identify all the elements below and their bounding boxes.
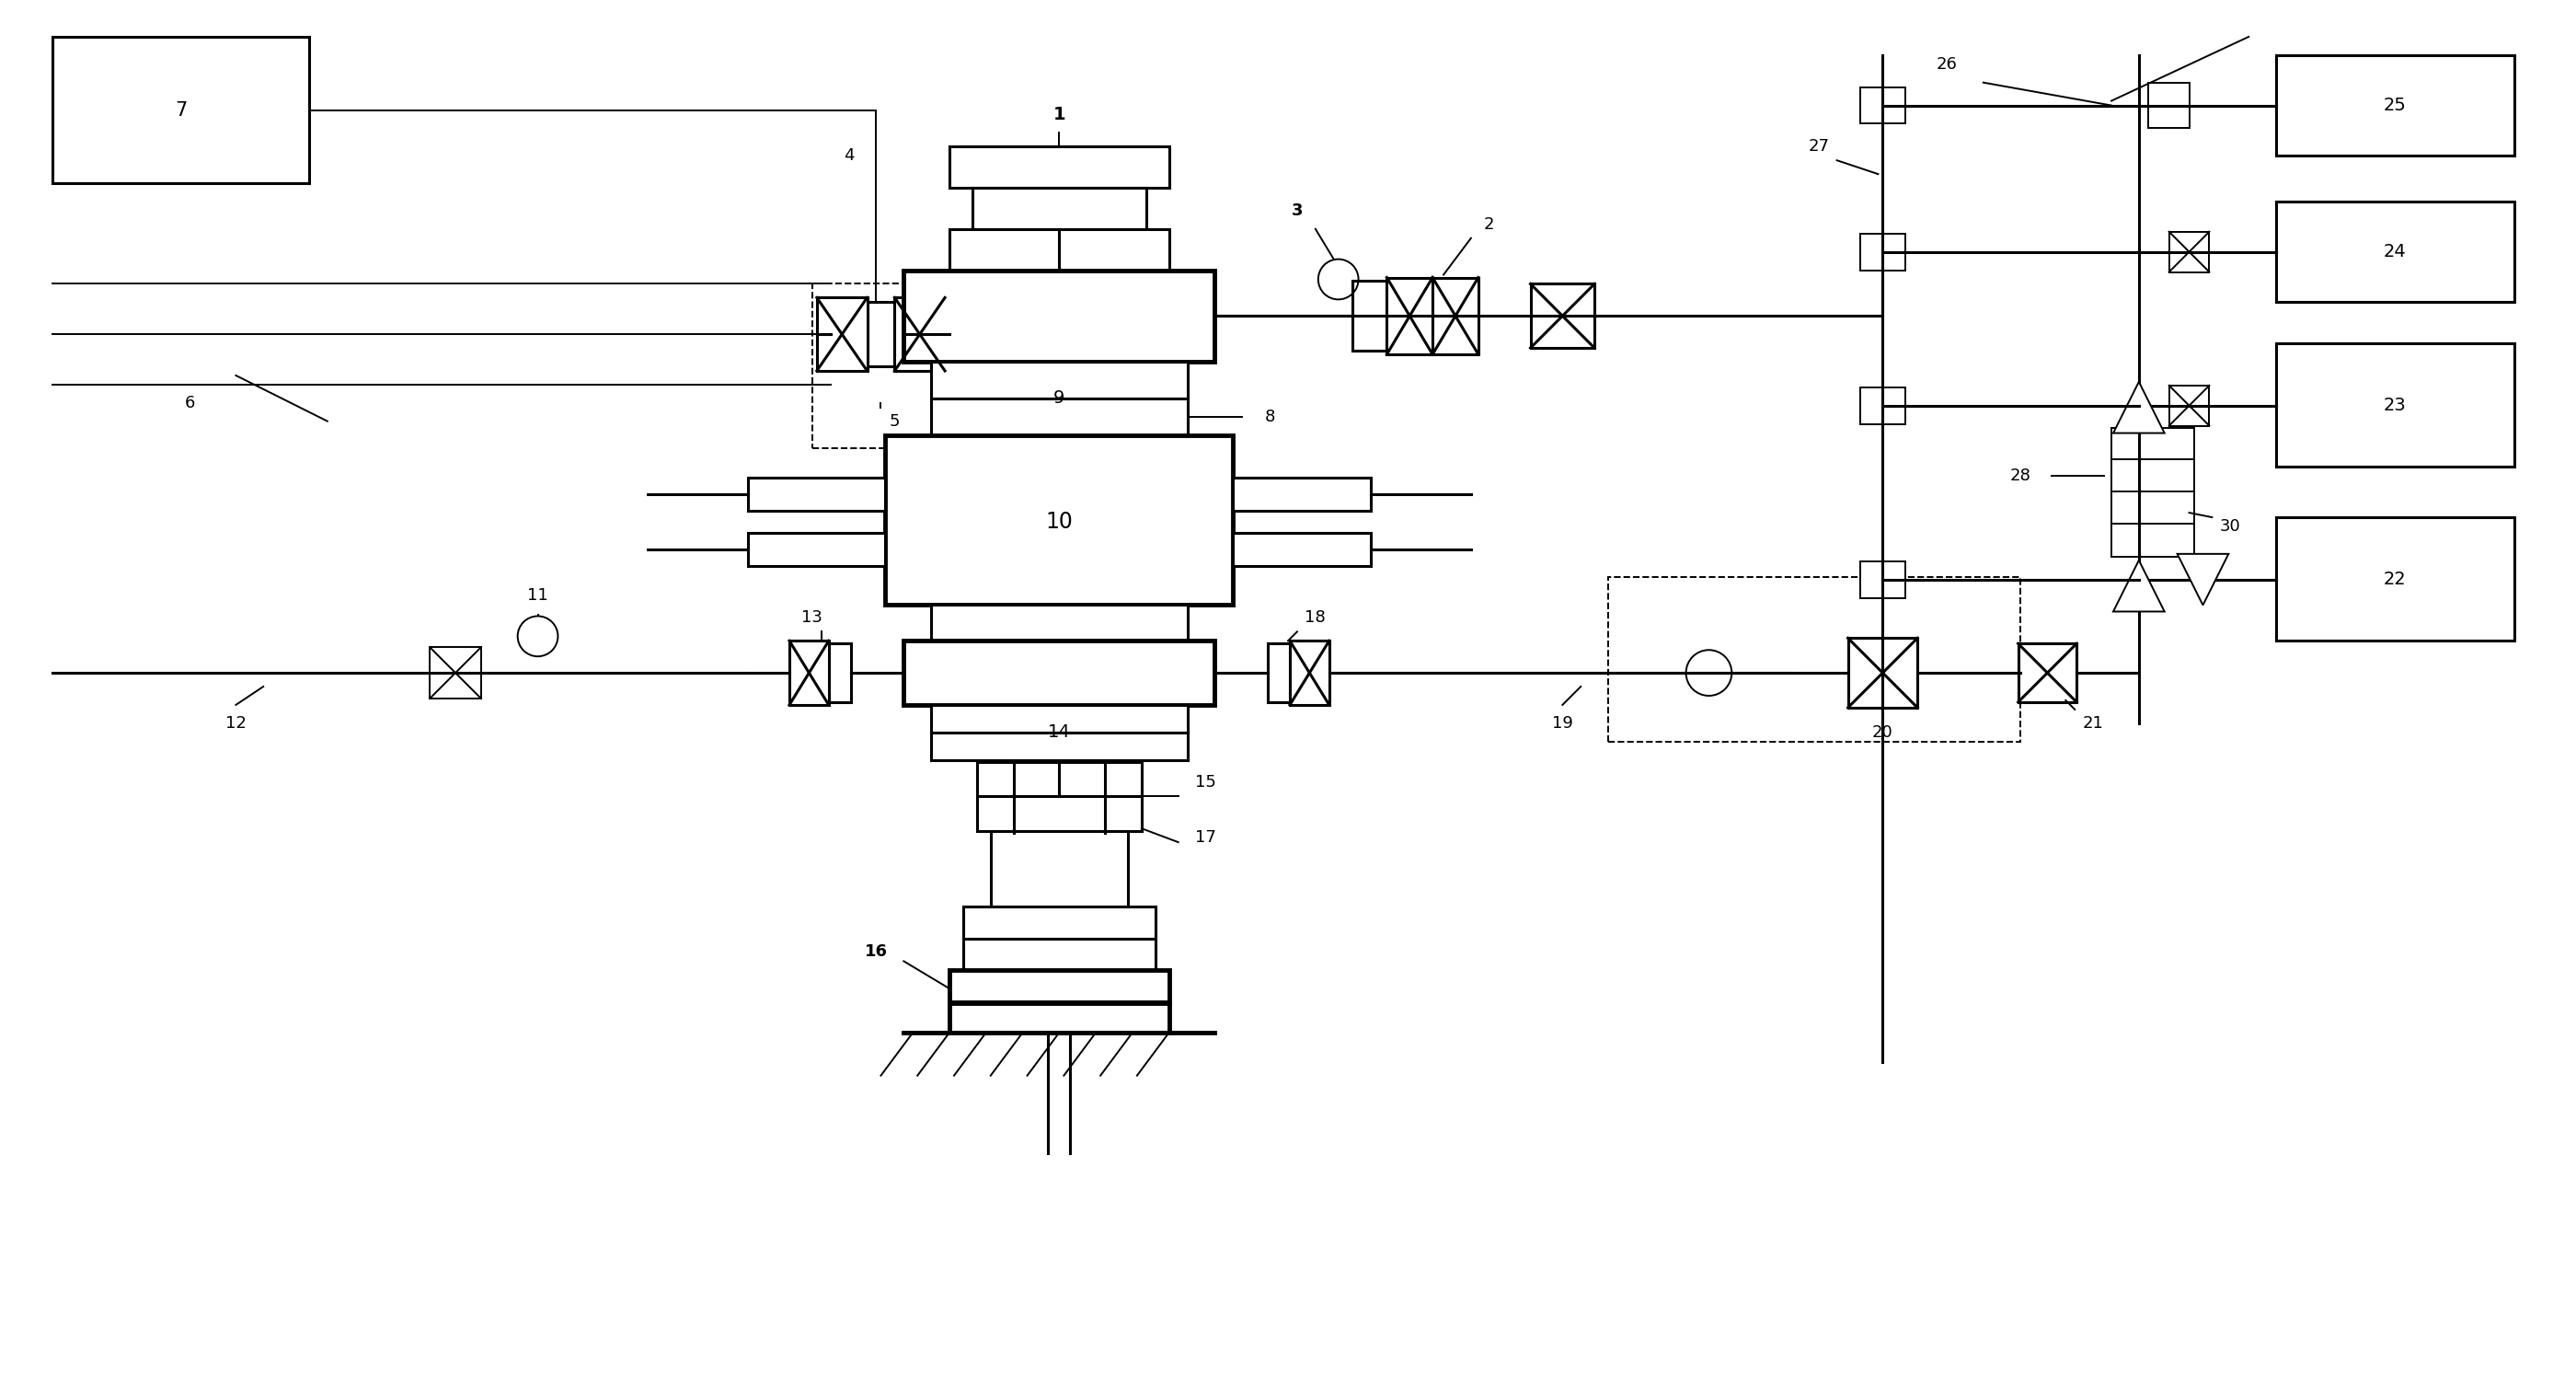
Bar bbox=[829, 643, 850, 703]
Text: 5: 5 bbox=[889, 413, 899, 430]
Bar bbox=[930, 732, 1188, 760]
Bar bbox=[894, 298, 945, 371]
Text: 10: 10 bbox=[1046, 511, 1074, 532]
Bar bbox=[868, 302, 894, 366]
Text: 11: 11 bbox=[528, 586, 549, 603]
Bar bbox=[976, 762, 1141, 797]
Bar bbox=[1267, 643, 1291, 703]
Text: 27: 27 bbox=[1808, 139, 1829, 155]
Text: 7: 7 bbox=[175, 101, 188, 119]
Text: 4: 4 bbox=[842, 147, 855, 164]
Bar bbox=[2169, 385, 2210, 426]
Bar bbox=[976, 797, 1141, 832]
Text: 2: 2 bbox=[1484, 216, 1494, 233]
Bar bbox=[1607, 577, 2020, 742]
Bar bbox=[2277, 201, 2514, 302]
Bar bbox=[811, 284, 976, 449]
Bar bbox=[2169, 231, 2210, 272]
Bar bbox=[992, 832, 1128, 906]
Bar bbox=[1860, 561, 1906, 597]
Bar bbox=[930, 362, 1188, 398]
Bar bbox=[817, 298, 868, 371]
Bar bbox=[1530, 284, 1595, 348]
Bar bbox=[1847, 638, 1917, 708]
Text: 25: 25 bbox=[2383, 97, 2406, 114]
Bar bbox=[2112, 428, 2195, 460]
Bar bbox=[951, 147, 1170, 187]
Bar bbox=[54, 37, 309, 183]
Bar bbox=[2017, 643, 2076, 703]
Text: 23: 23 bbox=[2383, 396, 2406, 414]
Bar bbox=[1234, 532, 1370, 565]
Bar bbox=[951, 970, 1170, 1002]
Text: 30: 30 bbox=[2221, 518, 2241, 535]
Text: 19: 19 bbox=[1551, 715, 1574, 732]
Bar bbox=[1352, 281, 1386, 351]
Bar bbox=[1386, 277, 1432, 355]
Bar bbox=[1860, 87, 1906, 123]
Bar bbox=[2112, 492, 2195, 524]
Bar bbox=[930, 705, 1188, 732]
Text: 17: 17 bbox=[1195, 829, 1216, 845]
Bar bbox=[1860, 387, 1906, 424]
Bar bbox=[930, 398, 1188, 435]
Text: 21: 21 bbox=[2081, 715, 2105, 732]
Bar bbox=[2277, 517, 2514, 640]
Bar bbox=[904, 270, 1216, 362]
Bar bbox=[2112, 524, 2195, 557]
Text: 24: 24 bbox=[2383, 243, 2406, 261]
Bar bbox=[788, 640, 829, 705]
Text: 16: 16 bbox=[866, 944, 889, 960]
Bar bbox=[1860, 234, 1906, 270]
Text: 14: 14 bbox=[1048, 723, 1072, 742]
Text: 9: 9 bbox=[1054, 389, 1064, 407]
Bar bbox=[747, 478, 886, 511]
Bar bbox=[930, 604, 1188, 640]
Bar bbox=[886, 435, 1234, 604]
Bar bbox=[971, 187, 1146, 229]
Text: 22: 22 bbox=[2383, 571, 2406, 588]
Bar bbox=[1291, 640, 1329, 705]
Text: 20: 20 bbox=[1873, 723, 1893, 740]
Bar bbox=[2277, 344, 2514, 467]
Polygon shape bbox=[2112, 381, 2164, 432]
Polygon shape bbox=[2177, 554, 2228, 606]
Text: 12: 12 bbox=[224, 715, 247, 732]
Bar bbox=[951, 229, 1170, 270]
Bar bbox=[963, 906, 1157, 938]
Bar bbox=[747, 532, 886, 565]
Bar bbox=[2112, 460, 2195, 492]
Bar bbox=[904, 640, 1216, 705]
Text: 1: 1 bbox=[1054, 105, 1066, 123]
Bar bbox=[430, 647, 482, 699]
Bar bbox=[963, 938, 1157, 970]
Polygon shape bbox=[2112, 560, 2164, 611]
Text: 26: 26 bbox=[1937, 55, 1958, 72]
Bar bbox=[1234, 478, 1370, 511]
Text: 15: 15 bbox=[1195, 775, 1216, 791]
Text: 18: 18 bbox=[1306, 610, 1327, 626]
Text: 3: 3 bbox=[1291, 202, 1303, 219]
Text: 6: 6 bbox=[185, 395, 196, 412]
Bar bbox=[2148, 83, 2190, 129]
Text: 8: 8 bbox=[1265, 409, 1275, 426]
Bar bbox=[1432, 277, 1479, 355]
Bar bbox=[951, 1003, 1170, 1033]
Text: 28: 28 bbox=[2009, 468, 2030, 484]
Bar bbox=[2277, 55, 2514, 155]
Text: 13: 13 bbox=[801, 610, 822, 626]
